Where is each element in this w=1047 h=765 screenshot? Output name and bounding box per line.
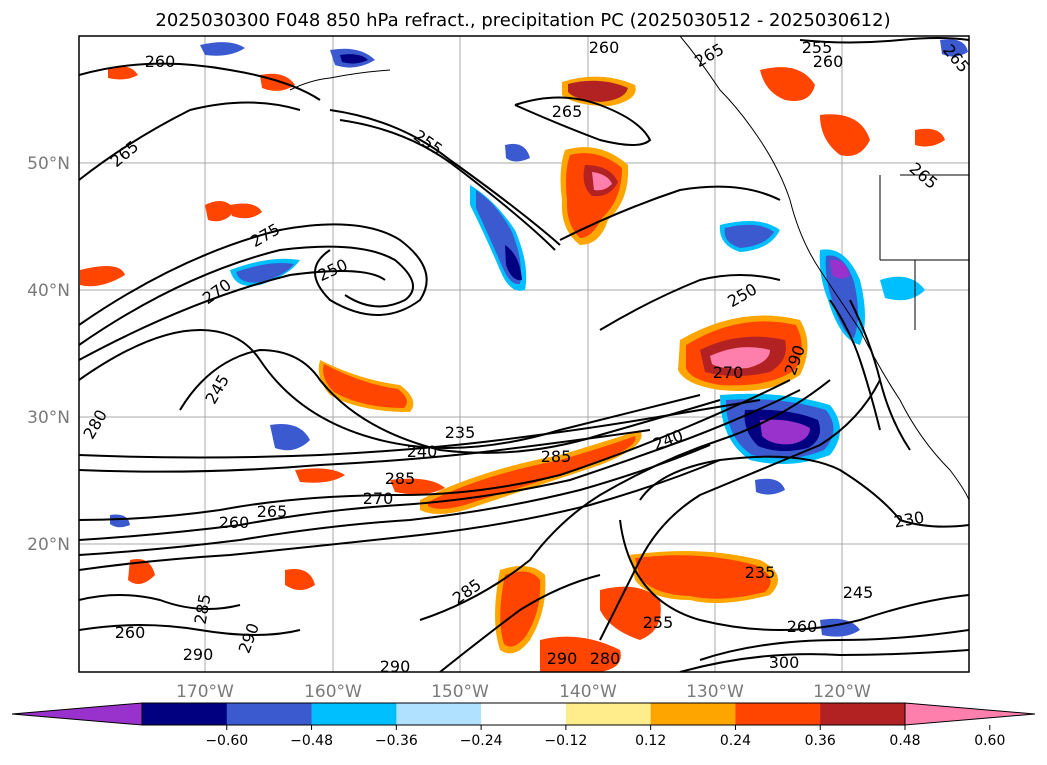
colorbar: −0.60 −0.48 −0.36 −0.24 −0.12 0.12 0.24 0.36 0.4… (11, 702, 1036, 749)
contour-label: 290 (183, 645, 214, 664)
contour-label: 260 (219, 513, 250, 532)
refractivity-contours (79, 37, 969, 672)
lon-label-120w: 120°W (813, 682, 871, 702)
contour-label: 265 (552, 102, 583, 121)
contour-label: 235 (445, 423, 476, 442)
lon-label-170w: 170°W (176, 682, 234, 702)
contour-label: 260 (145, 52, 176, 71)
precip-negative-areas (110, 39, 968, 637)
map-panel: 260 255 260 265 265 265 255 260 265 265 … (79, 36, 969, 676)
map-frame (78, 35, 970, 673)
contour-label: 270 (363, 489, 394, 508)
contour-label: 285 (385, 469, 416, 488)
colorbar-segment (565, 703, 652, 725)
colorbar-tick-label: −0.12 (544, 733, 587, 749)
lon-label-160w: 160°W (304, 682, 362, 702)
contour-label: 245 (843, 583, 874, 602)
colorbar-tick-label: −0.60 (205, 733, 248, 749)
colorbar-tick-label: 0.24 (720, 733, 751, 749)
contour-label: 235 (745, 563, 776, 582)
contour-label: 255 (802, 38, 833, 57)
lon-label-140w: 140°W (559, 682, 617, 702)
lon-label-150w: 150°W (431, 682, 489, 702)
contour-label: 260 (589, 38, 620, 57)
contour-label: 255 (643, 613, 674, 632)
colorbar-tick-label: −0.48 (290, 733, 333, 749)
contour-label: 285 (541, 447, 572, 466)
contour-label: 280 (590, 649, 621, 668)
colorbar-tick-label: −0.36 (375, 733, 418, 749)
colorbar-tick-label: 0.48 (889, 733, 920, 749)
contour-label: 300 (769, 653, 800, 672)
colorbar-extend-high (904, 702, 1036, 726)
colorbar-segment (396, 703, 482, 725)
colorbar-extend-low (11, 702, 143, 726)
figure-title: 2025030300 F048 850 hPa refract., precip… (155, 10, 890, 31)
contour-label: 260 (787, 617, 818, 636)
contour-label: 260 (115, 623, 146, 642)
contour-label: 265 (257, 502, 288, 521)
colorbar-segment (311, 703, 397, 725)
contour-label: 260 (813, 52, 844, 71)
contour-label: 290 (380, 657, 411, 676)
lat-label-30n: 30°N (27, 408, 70, 428)
coastlines (289, 36, 969, 501)
colorbar-segment (142, 703, 228, 725)
lat-label-40n: 40°N (27, 281, 70, 301)
colorbar-segment (650, 703, 736, 725)
lon-label-130w: 130°W (686, 682, 744, 702)
colorbar-tick-label: −0.24 (460, 733, 503, 749)
colorbar-segment (735, 703, 821, 725)
colorbar-segment (820, 703, 906, 725)
longitude-labels: 170°W 160°W 150°W 140°W 130°W 120°W (176, 682, 871, 702)
latitude-labels: 50°N 40°N 30°N 20°N (27, 154, 70, 555)
contour-label: 270 (713, 363, 744, 382)
lat-label-20n: 20°N (27, 535, 70, 555)
colorbar-tick-label: 0.12 (635, 733, 666, 749)
contour-label: 240 (407, 442, 438, 461)
map-background (79, 36, 969, 672)
contour-label: 290 (547, 649, 578, 668)
lat-label-50n: 50°N (27, 154, 70, 174)
colorbar-tick-label: 0.36 (805, 733, 836, 749)
colorbar-segment (481, 703, 567, 725)
colorbar-tick-label: 0.60 (974, 733, 1005, 749)
colorbar-segment (226, 703, 313, 725)
colorbar-frame (141, 702, 906, 726)
